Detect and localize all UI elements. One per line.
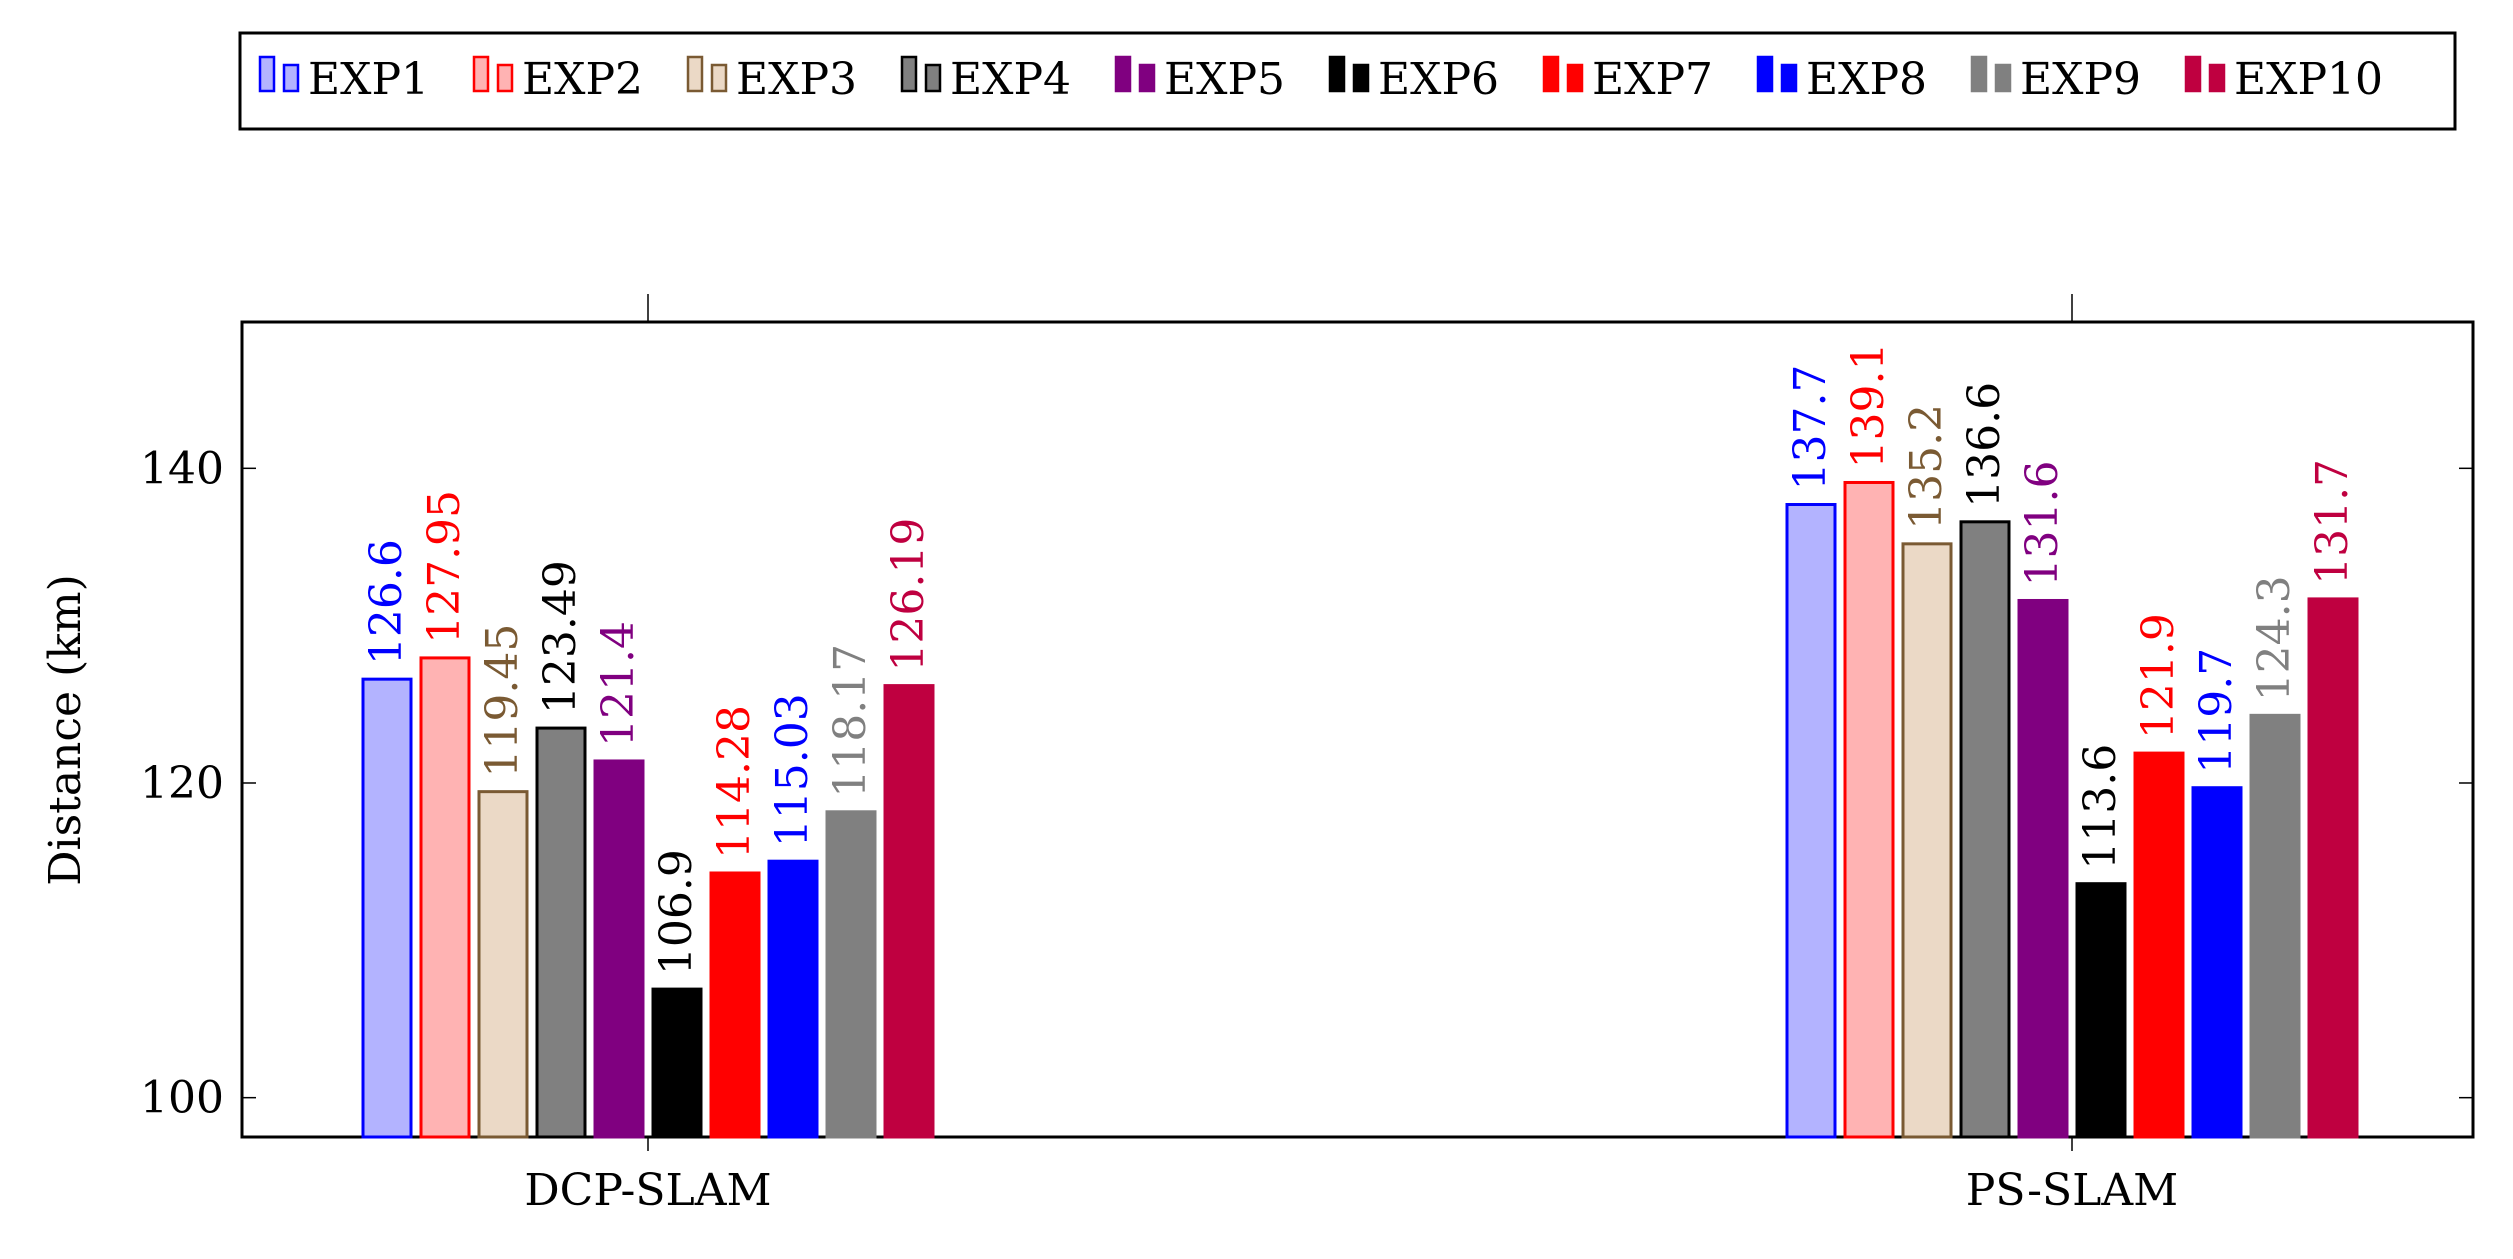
- bar: [419, 656, 471, 1139]
- data-label: 114.28: [709, 705, 760, 859]
- bar: [2133, 751, 2185, 1139]
- data-label: 137.7: [1785, 365, 1836, 491]
- bar: [2075, 882, 2127, 1139]
- legend-swatch: [900, 55, 918, 93]
- legend-swatch: [686, 55, 704, 93]
- legend-label: EXP10: [2234, 54, 2383, 105]
- data-label: 118.17: [825, 644, 876, 798]
- data-label: 126.19: [883, 518, 934, 672]
- data-label: 113.6: [2075, 744, 2126, 870]
- bar: [883, 684, 935, 1139]
- y-tick-label: 100: [140, 1073, 224, 1124]
- data-label: 123.49: [535, 560, 586, 714]
- legend-label: EXP9: [2020, 54, 2141, 105]
- bar: [709, 871, 761, 1139]
- legend-swatch: [1566, 63, 1584, 93]
- legend-label: EXP7: [1592, 54, 1713, 105]
- legend-swatch: [1994, 63, 2012, 93]
- legend: EXP1 EXP2 EXP3 EXP4 EXP5 EXP6 EXP7 EXP8 EXP9 EXP1…: [238, 31, 2457, 131]
- legend-label: EXP3: [736, 54, 857, 105]
- legend-label: EXP6: [1378, 54, 1499, 105]
- legend-swatch: [258, 55, 276, 93]
- legend-swatch: [924, 63, 942, 93]
- data-label: 124.3: [2249, 575, 2300, 701]
- legend-swatch: [496, 63, 514, 93]
- x-tick-label: DCP-SLAM: [524, 1165, 771, 1216]
- legend-swatch: [472, 55, 490, 93]
- legend-swatch: [282, 63, 300, 93]
- data-label: 136.6: [1959, 382, 2010, 508]
- legend-swatch: [2184, 55, 2202, 93]
- data-label: 119.7: [2191, 648, 2242, 774]
- legend-label: EXP8: [1806, 54, 1927, 105]
- legend-swatch: [1756, 55, 1774, 93]
- bar: [2307, 597, 2359, 1139]
- x-tick-label: PS-SLAM: [1966, 1165, 2178, 1216]
- legend-swatch: [1114, 55, 1132, 93]
- bar: [1843, 480, 1895, 1139]
- bar: [361, 677, 413, 1139]
- bar: [767, 859, 819, 1139]
- data-label: 135.2: [1901, 404, 1952, 530]
- legend-swatch: [1970, 55, 1988, 93]
- legend-swatch: [1352, 63, 1370, 93]
- bar: [825, 810, 877, 1139]
- bar: [535, 726, 587, 1139]
- legend-swatch: [1138, 63, 1156, 93]
- data-label: 115.03: [767, 693, 818, 847]
- bar: [593, 759, 645, 1139]
- data-label: 139.1: [1843, 343, 1894, 469]
- legend-swatch: [2208, 63, 2226, 93]
- bar: [1901, 542, 1953, 1139]
- legend-swatch: [1328, 55, 1346, 93]
- data-label: 121.9: [2133, 613, 2184, 739]
- plot-frame: [240, 320, 2475, 1139]
- bar: [477, 790, 529, 1139]
- legend-label: EXP4: [950, 54, 1071, 105]
- bar: [651, 987, 703, 1139]
- legend-label: EXP1: [308, 54, 429, 105]
- data-label: 106.9: [651, 849, 702, 975]
- legend-label: EXP2: [522, 54, 643, 105]
- bar: [2191, 786, 2243, 1139]
- legend-swatch: [1780, 63, 1798, 93]
- data-label: 126.6: [361, 539, 412, 665]
- legend-frame: [238, 31, 2457, 131]
- y-tick-label: 140: [140, 443, 224, 494]
- bar: [2249, 713, 2301, 1139]
- data-label: 127.95: [419, 490, 470, 644]
- legend-label: EXP5: [1164, 54, 1285, 105]
- data-label: 119.45: [477, 624, 528, 778]
- y-axis-label: Distance (km): [40, 574, 91, 886]
- bar: [1959, 520, 2011, 1139]
- bar: [2017, 598, 2069, 1139]
- y-tick-label: 120: [140, 758, 224, 809]
- legend-swatch: [710, 63, 728, 93]
- bar: [1785, 503, 1837, 1139]
- data-label: 121.4: [593, 621, 644, 747]
- legend-swatch: [1542, 55, 1560, 93]
- data-label: 131.7: [2307, 459, 2358, 585]
- data-label: 131.6: [2017, 461, 2068, 587]
